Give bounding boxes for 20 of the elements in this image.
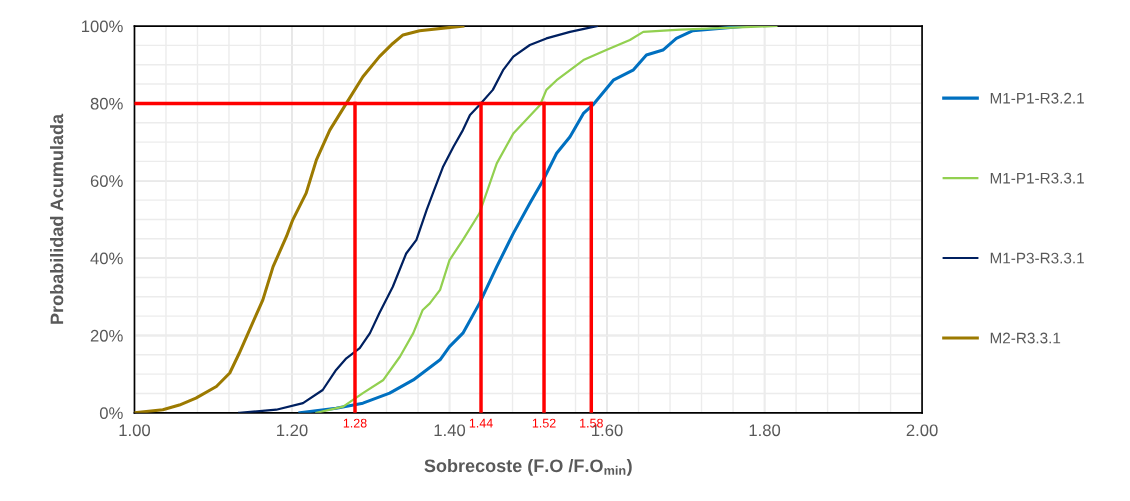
legend-label: M2-R3.3.1	[990, 332, 1061, 344]
annotation: 1.52	[532, 418, 556, 428]
y-tick-label: 100%	[82, 20, 123, 33]
y-tick-label: 40%	[90, 252, 123, 265]
y-tick-label: 20%	[90, 329, 123, 342]
x-tick-label: 1.20	[277, 424, 308, 437]
x-tick-label: 1.40	[434, 424, 466, 437]
y-tick-label: 80%	[90, 97, 123, 110]
x-tick-label: 1.80	[749, 424, 781, 437]
x-axis-title: Sobrecoste (F.O /F.O$_{min}$)	[424, 458, 632, 476]
x-tick-label: 1.00	[119, 424, 151, 437]
x-tick-label: 2.00	[906, 424, 938, 437]
y-axis-title: Probabilidad Acumulada	[50, 113, 64, 324]
legend-label: M1-P1-R3.2.1	[990, 92, 1084, 104]
legend-label: M1-P3-R3.3.1	[990, 252, 1084, 264]
y-tick-label: 0%	[99, 407, 123, 420]
y-tick-label: 60%	[90, 175, 123, 187]
legend-label: M1-P1-R3.3.1	[990, 172, 1084, 184]
annotation: 1.44	[469, 418, 493, 428]
annotation: 1.28	[343, 418, 367, 428]
